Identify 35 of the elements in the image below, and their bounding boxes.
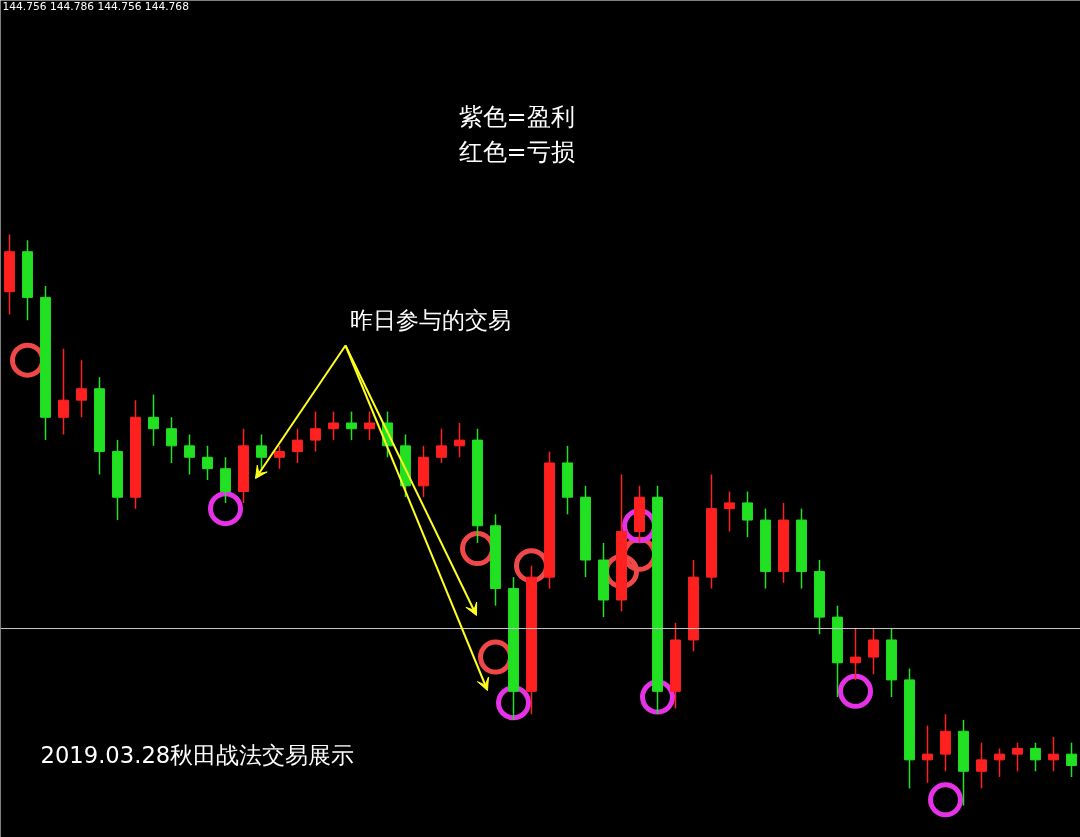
point <box>208 491 243 527</box>
candlestick <box>1030 741 1041 773</box>
candlestick <box>940 713 951 773</box>
candlestick <box>364 410 375 441</box>
candlestick <box>76 359 87 419</box>
candlestick <box>166 416 177 464</box>
candlestick <box>724 490 735 533</box>
candlestick <box>1066 741 1077 778</box>
annotation: 2019.03.28秋田战法交易展示 <box>40 741 355 768</box>
candlestick <box>742 490 753 538</box>
candlestick <box>274 445 285 470</box>
candlestick <box>976 741 987 790</box>
candlestick <box>328 410 339 441</box>
candlestick <box>1048 736 1059 773</box>
candlestick <box>310 410 321 453</box>
text: 红色=亏损 <box>458 137 575 166</box>
candlestick <box>292 427 303 464</box>
candlestick <box>454 422 465 458</box>
candlestick <box>1012 741 1023 773</box>
text: 紫色=盈利 <box>458 102 575 131</box>
candlestick <box>346 410 357 441</box>
candlestick <box>436 427 447 464</box>
text: 144.756 144.786 144.756 144.768 <box>2 0 190 13</box>
candlestick <box>202 445 213 481</box>
annotation: 昨日参与的交易 <box>350 306 511 333</box>
candlestick <box>220 456 231 504</box>
candlestick <box>922 724 933 784</box>
candlestick <box>868 627 879 675</box>
point <box>838 673 873 709</box>
point <box>928 782 963 818</box>
candlestick <box>184 433 195 476</box>
candlestick <box>994 747 1005 778</box>
candlestick <box>850 627 861 681</box>
candlestick <box>148 393 159 447</box>
candlestick <box>58 348 69 436</box>
